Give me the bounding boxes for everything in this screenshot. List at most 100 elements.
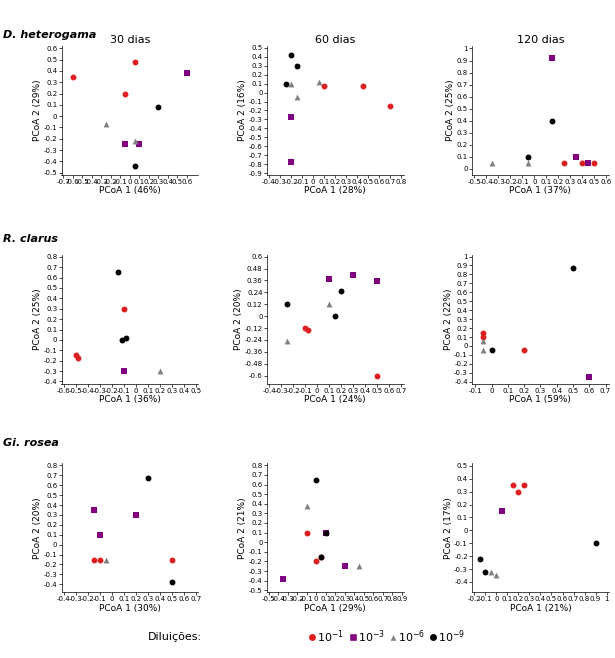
Point (282, 299, 292, 309)
Point (130, 136, 140, 146)
Y-axis label: PCoA 2 (25%): PCoA 2 (25%) (33, 288, 42, 350)
Point (292, 91, 301, 102)
Point (321, 527, 331, 538)
Point (89, 554, 99, 565)
Point (590, 538, 600, 549)
Point (319, 81, 329, 91)
Point (523, 151, 533, 162)
Point (316, 551, 326, 562)
Point (571, 151, 581, 162)
Y-axis label: PCoA 2 (21%): PCoA 2 (21%) (239, 497, 247, 559)
Point (547, 53, 557, 63)
Point (286, 111, 296, 122)
Point (478, 327, 488, 338)
X-axis label: PCoA 1 (29%): PCoA 1 (29%) (304, 604, 366, 613)
Point (480, 567, 490, 577)
Point (101, 554, 111, 565)
Point (119, 303, 129, 314)
Point (519, 480, 529, 491)
X-axis label: PCoA 1 (30%): PCoA 1 (30%) (99, 604, 161, 613)
Title: 30 dias: 30 dias (109, 36, 150, 45)
Text: D. heterogama: D. heterogama (3, 30, 97, 39)
Point (121, 88, 130, 99)
Point (590, 157, 600, 168)
Point (182, 68, 192, 78)
Title: 60 dias: 60 dias (315, 36, 355, 45)
Text: Diluições:: Diluições: (148, 632, 202, 642)
Point (508, 480, 518, 491)
Point (286, 157, 296, 168)
Point (577, 157, 587, 168)
Y-axis label: PCoA 2 (20%): PCoA 2 (20%) (234, 288, 243, 350)
Point (358, 81, 368, 91)
Y-axis label: PCoA 2 (16%): PCoA 2 (16%) (239, 80, 247, 141)
Point (131, 510, 141, 520)
Y-axis label: PCoA 2 (20%): PCoA 2 (20%) (33, 497, 42, 559)
Point (478, 336, 488, 347)
Point (302, 527, 312, 538)
Point (514, 486, 523, 497)
Y-axis label: PCoA 2 (29%): PCoA 2 (29%) (33, 80, 42, 141)
Point (167, 554, 177, 565)
X-axis label: PCoA 1 (37%): PCoA 1 (37%) (509, 186, 571, 195)
Point (71, 350, 81, 361)
Point (519, 345, 529, 356)
Point (584, 157, 593, 168)
Point (311, 556, 321, 567)
Y-axis label: PCoA 2 (22%): PCoA 2 (22%) (443, 288, 453, 350)
Point (119, 366, 129, 376)
Point (372, 370, 382, 381)
Point (354, 561, 364, 572)
Point (286, 78, 296, 89)
Point (488, 157, 498, 168)
X-axis label: PCoA 1 (46%): PCoA 1 (46%) (99, 186, 161, 195)
Point (314, 76, 323, 87)
Y-axis label: PCoA 2 (17%): PCoA 2 (17%) (443, 497, 453, 559)
Point (89, 505, 99, 515)
Point (282, 336, 292, 346)
Point (130, 57, 140, 67)
Point (316, 551, 326, 562)
Point (286, 50, 296, 61)
Point (311, 474, 321, 485)
Point (303, 325, 312, 336)
Point (324, 274, 334, 285)
Point (154, 102, 164, 113)
Point (280, 78, 290, 89)
Point (143, 473, 153, 484)
Point (584, 372, 594, 382)
Point (339, 561, 349, 572)
Legend: 10$^{-1}$, 10$^{-3}$, 10$^{-6}$, 10$^{-9}$: 10$^{-1}$, 10$^{-3}$, 10$^{-6}$, 10$^{-9… (305, 624, 470, 649)
X-axis label: PCoA 1 (28%): PCoA 1 (28%) (304, 186, 366, 195)
Point (68, 71, 78, 82)
Point (135, 139, 145, 149)
X-axis label: PCoA 1 (36%): PCoA 1 (36%) (99, 395, 161, 404)
Point (302, 501, 312, 511)
Point (324, 299, 334, 309)
Point (386, 101, 395, 111)
Point (336, 286, 346, 297)
Point (321, 527, 331, 538)
Point (560, 157, 569, 168)
X-axis label: PCoA 1 (21%): PCoA 1 (21%) (510, 604, 571, 613)
Point (478, 332, 488, 342)
Point (95, 530, 105, 540)
Point (497, 506, 507, 517)
Point (330, 311, 340, 321)
Point (155, 366, 165, 376)
Point (523, 157, 533, 168)
Point (478, 345, 488, 356)
X-axis label: PCoA 1 (24%): PCoA 1 (24%) (304, 395, 366, 404)
Point (278, 574, 288, 584)
Point (348, 269, 358, 280)
Point (475, 553, 485, 564)
Point (547, 115, 557, 126)
X-axis label: PCoA 1 (59%): PCoA 1 (59%) (509, 395, 571, 404)
Point (121, 332, 131, 343)
Point (130, 161, 140, 171)
Point (486, 567, 496, 577)
Point (486, 345, 496, 356)
Point (121, 139, 130, 149)
Point (167, 577, 177, 588)
Point (113, 267, 123, 278)
